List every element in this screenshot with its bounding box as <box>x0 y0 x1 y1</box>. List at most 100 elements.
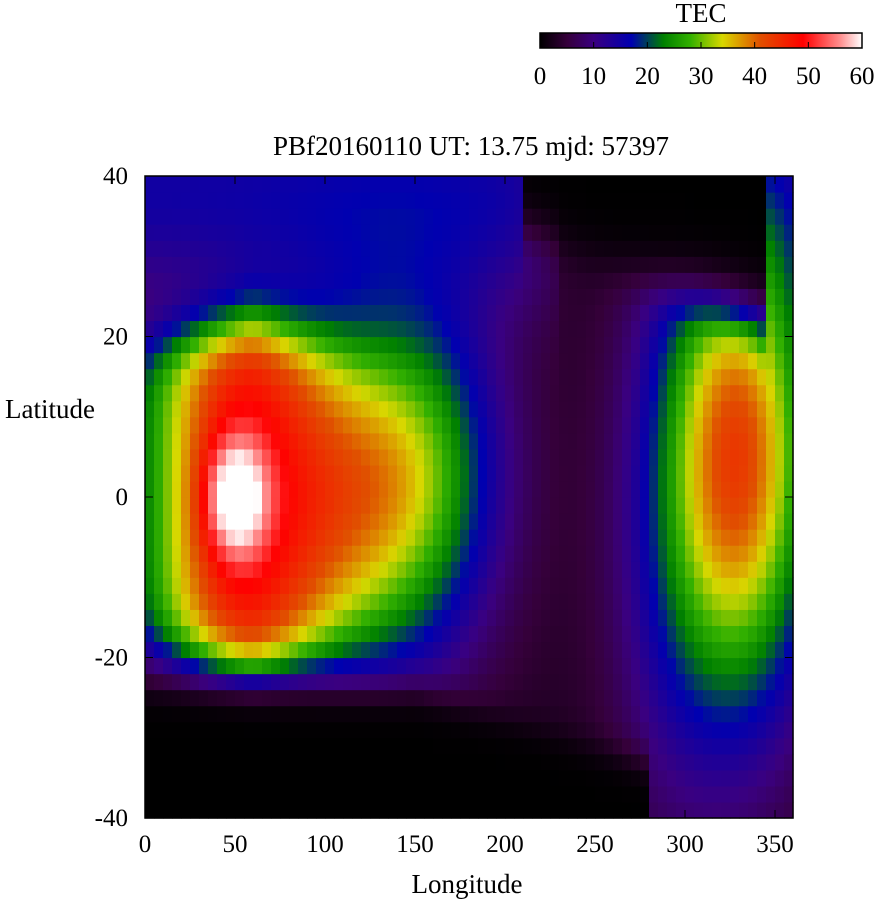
heatmap-cell <box>334 785 344 803</box>
heatmap-cell <box>559 464 569 482</box>
heatmap-cell <box>289 240 299 257</box>
heatmap-cell <box>676 272 686 289</box>
heatmap-cell <box>271 721 281 739</box>
heatmap-cell <box>370 352 380 370</box>
heatmap-cell <box>370 368 380 386</box>
heatmap-cell <box>703 609 713 626</box>
x-tick-label: 0 <box>139 831 152 858</box>
heatmap-cell <box>415 368 425 386</box>
heatmap-cell <box>649 224 659 241</box>
heatmap-cell <box>640 705 650 723</box>
heatmap-cell <box>298 224 308 241</box>
heatmap-cell <box>613 641 623 659</box>
heatmap-cell <box>163 416 173 434</box>
heatmap-cell <box>658 464 668 482</box>
heatmap-cell <box>649 256 659 273</box>
heatmap-cell <box>469 737 479 755</box>
heatmap-cell <box>550 384 560 402</box>
heatmap-cell <box>424 737 434 755</box>
heatmap-cell <box>316 497 326 514</box>
heatmap-cell <box>370 801 380 819</box>
heatmap-cell <box>181 432 191 450</box>
heatmap-cell <box>343 673 353 691</box>
heatmap-cell <box>487 545 497 562</box>
heatmap-cell <box>199 577 209 594</box>
heatmap-cell <box>523 609 533 626</box>
heatmap-cell <box>424 689 434 707</box>
heatmap-cell <box>685 785 695 803</box>
heatmap-cell <box>235 673 245 691</box>
heatmap-cell <box>352 689 362 707</box>
heatmap-cell <box>730 801 740 819</box>
heatmap-cell <box>667 545 677 562</box>
heatmap-cell <box>181 304 191 322</box>
heatmap-cell <box>226 721 236 739</box>
heatmap-cell <box>712 464 722 482</box>
heatmap-cell <box>757 416 767 434</box>
heatmap-cell <box>685 689 695 707</box>
heatmap-cell <box>334 480 344 498</box>
heatmap-cell <box>631 545 641 562</box>
heatmap-cell <box>505 673 515 691</box>
heatmap-cell <box>334 625 344 643</box>
heatmap-cell <box>217 176 227 193</box>
heatmap-cell <box>478 609 488 626</box>
heatmap-cell <box>388 288 398 305</box>
heatmap-cell <box>217 368 227 386</box>
heatmap-cell <box>379 400 389 418</box>
heatmap-cell <box>649 304 659 322</box>
heatmap-cell <box>757 561 767 578</box>
heatmap-cell <box>676 256 686 273</box>
heatmap-cell <box>217 240 227 257</box>
heatmap-cell <box>568 705 578 723</box>
heatmap-cell <box>478 208 488 225</box>
heatmap-cell <box>442 737 452 755</box>
heatmap-cell <box>775 416 785 434</box>
heatmap-cell <box>667 400 677 418</box>
heatmap-cell <box>496 432 506 450</box>
heatmap-cell <box>658 256 668 273</box>
heatmap-cell <box>145 416 155 434</box>
heatmap-cell <box>424 304 434 322</box>
heatmap-cell <box>271 529 281 546</box>
heatmap-cell <box>325 785 335 803</box>
heatmap-cell <box>730 769 740 787</box>
heatmap-cell <box>748 609 758 626</box>
heatmap-cell <box>208 352 218 370</box>
heatmap-cell <box>604 577 614 594</box>
heatmap-cell <box>649 705 659 723</box>
heatmap-cell <box>397 416 407 434</box>
heatmap-cell <box>739 753 749 771</box>
heatmap-cell <box>253 721 263 739</box>
heatmap-cell <box>289 288 299 305</box>
heatmap-cell <box>478 320 488 338</box>
heatmap-cell <box>163 320 173 338</box>
heatmap-cell <box>361 304 371 322</box>
heatmap-cell <box>631 320 641 338</box>
heatmap-cell <box>694 272 704 289</box>
heatmap-cell <box>190 721 200 739</box>
heatmap-cell <box>298 400 308 418</box>
heatmap-cell <box>604 673 614 691</box>
heatmap-cell <box>379 657 389 675</box>
heatmap-cell <box>352 224 362 241</box>
heatmap-cell <box>703 208 713 225</box>
heatmap-cell <box>622 272 632 289</box>
heatmap-cell <box>451 625 461 643</box>
heatmap-cell <box>361 416 371 434</box>
heatmap-cell <box>442 801 452 819</box>
heatmap-cell <box>622 304 632 322</box>
heatmap-cell <box>154 753 164 771</box>
heatmap-cell <box>775 256 785 273</box>
heatmap-cell <box>451 304 461 322</box>
y-tick-label: 20 <box>103 324 128 351</box>
heatmap-cell <box>145 529 155 546</box>
heatmap-cell <box>595 208 605 225</box>
heatmap-cell <box>577 336 587 354</box>
heatmap-cell <box>388 657 398 675</box>
heatmap-cell <box>604 753 614 771</box>
heatmap-cell <box>721 272 731 289</box>
heatmap-cell <box>325 769 335 787</box>
heatmap-cell <box>478 673 488 691</box>
heatmap-cell <box>739 689 749 707</box>
